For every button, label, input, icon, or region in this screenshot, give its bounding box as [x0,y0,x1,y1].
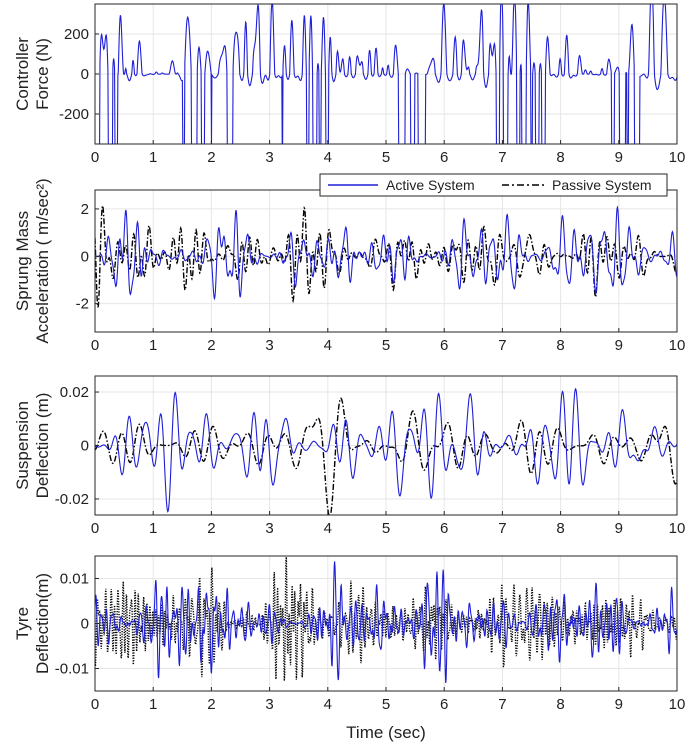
x-tick-label-tyre: 4 [324,696,332,713]
x-tick-label-accel: 8 [556,337,564,354]
legend-passive-label: Passive System [552,177,652,193]
x-tick-label-force: 4 [324,149,332,166]
x-tick-label-tyre: 6 [440,696,448,713]
x-tick-label-susp: 5 [382,520,390,537]
x-tick-label-force: 1 [149,149,157,166]
x-tick-label-accel: 6 [440,337,448,354]
x-axis-label: Time (sec) [346,723,426,742]
y-axis-label-force: ControllerForce (N) [13,37,52,111]
x-tick-label-susp: 4 [324,520,332,537]
y-tick-label-tyre: 0.01 [60,571,89,588]
x-tick-label-force: 0 [91,149,99,166]
y-axis-label-line: Force (N) [33,38,52,110]
y-axis-label-line: Deflection (m) [33,393,52,499]
x-tick-label-susp: 2 [207,520,215,537]
x-tick-label-tyre: 1 [149,696,157,713]
x-tick-label-tyre: 9 [615,696,623,713]
y-axis-label-line: Acceleration ( m/sec²) [33,178,52,343]
x-tick-label-force: 6 [440,149,448,166]
x-tick-label-susp: 0 [91,520,99,537]
legend-active-label: Active System [386,177,475,193]
legend-box [319,173,668,197]
y-tick-label-accel: 0 [81,248,89,265]
y-tick-label-tyre: 0 [81,616,89,633]
series-tyre-passive [95,556,677,681]
x-tick-label-susp: 9 [615,520,623,537]
legend: Active System Passive System [319,173,668,197]
x-tick-label-accel: 7 [498,337,506,354]
y-tick-label-force: 200 [64,26,89,43]
panel-tyre: 0 1 2 3 4 5 6 7 8 9 10 -0.01 0 0.01 TyreDeflection(m) [13,555,685,713]
x-tick-label-susp: 7 [498,520,506,537]
y-axis-label-line: Controller [13,37,32,111]
x-tick-label-force: 7 [498,149,506,166]
x-tick-label-force: 10 [669,149,685,166]
x-tick-label-susp: 8 [556,520,564,537]
y-axis-label-line: Sprung Mass [13,211,32,311]
panel-force: 0 1 2 3 4 5 6 7 8 9 10 -200 0 200 ControllerForce (N) [13,3,685,166]
y-tick-label-tyre: -0.01 [55,661,89,678]
series-tyre-active [95,561,677,684]
x-tick-label-accel: 10 [669,337,685,354]
y-tick-label-accel: 2 [81,201,89,218]
x-tick-label-susp: 10 [669,520,685,537]
x-tick-label-tyre: 7 [498,696,506,713]
x-tick-label-accel: 9 [615,337,623,354]
y-tick-label-susp: -0.02 [55,491,89,508]
x-tick-label-tyre: 5 [382,696,390,713]
panel-accel: 0 1 2 3 4 5 6 7 8 9 10 -2 0 2 Sprung MassAcceleration … [13,178,685,354]
y-tick-label-force: 0 [81,66,89,83]
series-susp-active [95,387,677,513]
x-tick-label-tyre: 10 [669,696,685,713]
x-tick-label-accel: 0 [91,337,99,354]
series-force-active [95,4,677,144]
y-axis-label-line: Deflection(m) [33,573,52,674]
y-tick-label-force: -200 [59,106,89,123]
x-tick-label-accel: 1 [149,337,157,354]
y-tick-label-susp: 0.02 [60,384,89,401]
y-axis-label-susp: SuspensionDeflection (m) [13,393,52,499]
y-axis-label-accel: Sprung MassAcceleration ( m/sec²) [13,178,52,343]
y-axis-label-line: Suspension [13,401,32,490]
y-axis-label-line: Tyre [13,607,32,640]
x-tick-label-tyre: 8 [556,696,564,713]
x-tick-label-susp: 1 [149,520,157,537]
x-tick-label-force: 9 [615,149,623,166]
x-tick-label-force: 3 [265,149,273,166]
series-accel-active [95,205,677,301]
x-tick-label-tyre: 3 [265,696,273,713]
panel-susp: 0 1 2 3 4 5 6 7 8 9 10-0.0200.02SuspensionDeflecti… [13,375,685,537]
x-tick-label-accel: 4 [324,337,332,354]
y-tick-label-accel: -2 [76,296,89,313]
x-tick-label-tyre: 0 [91,696,99,713]
x-tick-label-accel: 5 [382,337,390,354]
y-tick-label-susp: 0 [81,438,89,455]
x-tick-label-accel: 3 [265,337,273,354]
y-axis-label-tyre: TyreDeflection(m) [13,573,52,674]
x-tick-label-accel: 2 [207,337,215,354]
x-tick-label-force: 8 [556,149,564,166]
x-tick-label-tyre: 2 [207,696,215,713]
series-susp-passive [95,397,677,515]
x-tick-label-force: 2 [207,149,215,166]
x-tick-label-susp: 6 [440,520,448,537]
x-tick-label-force: 5 [382,149,390,166]
x-tick-label-susp: 3 [265,520,273,537]
